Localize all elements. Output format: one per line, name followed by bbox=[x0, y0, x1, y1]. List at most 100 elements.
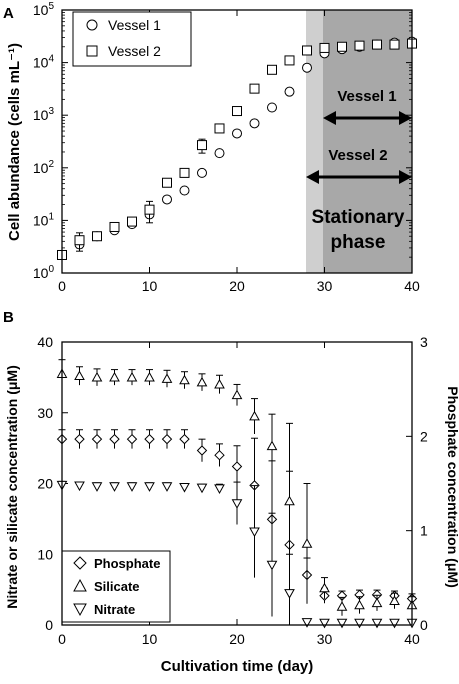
y-tick-base: 10 bbox=[33, 2, 49, 18]
x-tick-label: 30 bbox=[317, 631, 333, 647]
data-point-nitrate bbox=[179, 482, 190, 493]
x-tick-label: 0 bbox=[58, 278, 66, 294]
legend-marker-nitrate bbox=[73, 603, 87, 617]
data-point-silicate bbox=[284, 495, 295, 506]
data-point-silicate bbox=[161, 373, 173, 383]
y-tick-exponent: 2 bbox=[48, 159, 54, 170]
legend-label-phosphate: Phosphate bbox=[94, 556, 160, 571]
data-point-vessel-2 bbox=[109, 221, 120, 232]
data-point-nitrate bbox=[144, 482, 155, 492]
data-point-vessel-2 bbox=[302, 45, 312, 56]
data-point-nitrate bbox=[231, 499, 243, 509]
data-point-vessel-1 bbox=[232, 128, 242, 139]
data-point-silicate bbox=[179, 374, 190, 385]
data-point-phosphate bbox=[91, 433, 103, 445]
panel-a-y-axis-label: Cell abundance (cells mL⁻¹) bbox=[6, 43, 23, 241]
data-point-silicate bbox=[354, 599, 365, 610]
data-point-silicate bbox=[144, 371, 155, 382]
y-tick-label: 103 bbox=[33, 106, 55, 123]
data-point-vessel-2 bbox=[92, 231, 102, 242]
legend-marker-silicate bbox=[73, 578, 87, 592]
y-tick-label: 105 bbox=[33, 1, 55, 18]
y-tick-base: 10 bbox=[33, 265, 49, 281]
stationary-phase-label-line1: Stationary bbox=[312, 207, 405, 228]
data-point-silicate bbox=[109, 371, 120, 382]
data-point-vessel-2 bbox=[389, 39, 400, 50]
legend-label-vessel2: Vessel 2 bbox=[108, 43, 161, 59]
data-point-nitrate bbox=[371, 618, 383, 629]
y-left-tick-label: 30 bbox=[37, 405, 53, 421]
data-point-silicate bbox=[231, 389, 243, 400]
y-tick-exponent: 5 bbox=[48, 1, 54, 12]
data-point-nitrate bbox=[74, 481, 85, 492]
data-point-nitrate bbox=[389, 618, 400, 629]
legend-marker-phosphate bbox=[73, 556, 87, 570]
vessel1-annotation-label: Vessel 1 bbox=[337, 88, 396, 105]
x-tick-label: 30 bbox=[317, 278, 333, 294]
data-point-nitrate bbox=[266, 560, 278, 571]
data-point-silicate bbox=[389, 595, 400, 606]
data-point-nitrate bbox=[161, 482, 173, 492]
y-right-tick-label: 0 bbox=[420, 617, 428, 633]
data-point-nitrate bbox=[284, 589, 295, 599]
y-tick-base: 10 bbox=[33, 212, 49, 228]
data-point-vessel-1 bbox=[197, 167, 207, 178]
y-left-tick-label: 40 bbox=[37, 334, 53, 350]
y-tick-label: 104 bbox=[33, 54, 55, 71]
y-right-tick-label: 2 bbox=[420, 428, 428, 444]
data-point-phosphate bbox=[126, 433, 138, 445]
data-point-vessel-2 bbox=[267, 64, 277, 75]
x-tick-label: 20 bbox=[229, 631, 245, 647]
data-point-vessel-2 bbox=[284, 55, 295, 66]
vessel1-arrow-right-head bbox=[399, 111, 412, 125]
data-point-phosphate bbox=[196, 445, 208, 456]
vessel2-arrow-right-head bbox=[399, 170, 412, 184]
y-tick-base: 10 bbox=[33, 107, 49, 123]
data-point-vessel-2 bbox=[162, 177, 172, 188]
panel-b-right-y-axis-label: Phosphate concentration (μM) bbox=[445, 386, 459, 587]
y-tick-base: 10 bbox=[33, 55, 49, 71]
panel-a-label: A bbox=[3, 5, 14, 22]
data-point-vessel-1 bbox=[162, 194, 172, 205]
data-point-phosphate bbox=[179, 433, 190, 445]
panel-b-label: B bbox=[3, 309, 14, 326]
legend-marker-vessel2 bbox=[86, 45, 98, 57]
data-point-vessel-2 bbox=[74, 235, 85, 246]
y-tick-exponent: 3 bbox=[48, 106, 54, 117]
data-point-phosphate bbox=[214, 449, 225, 461]
x-tick-label: 0 bbox=[58, 631, 66, 647]
data-point-silicate bbox=[196, 376, 208, 387]
data-point-vessel-2 bbox=[337, 41, 347, 52]
data-point-silicate bbox=[91, 371, 103, 382]
panel-a-legend: Vessel 1 Vessel 2 bbox=[72, 11, 192, 67]
data-point-silicate bbox=[214, 378, 225, 389]
data-point-silicate bbox=[336, 601, 348, 611]
legend-marker-vessel1 bbox=[86, 19, 98, 31]
data-point-nitrate bbox=[126, 482, 138, 492]
y-left-tick-label: 20 bbox=[37, 476, 53, 492]
y-tick-exponent: 1 bbox=[48, 211, 54, 222]
legend-label-silicate: Silicate bbox=[94, 579, 140, 594]
data-point-nitrate bbox=[336, 618, 348, 629]
data-point-vessel-2 bbox=[127, 216, 137, 227]
data-point-nitrate bbox=[301, 618, 313, 628]
y-left-tick-label: 0 bbox=[45, 617, 53, 633]
panel-b-data-points bbox=[56, 359, 418, 629]
vessel1-arrow-left-head bbox=[323, 111, 336, 125]
panel-b-x-axis-label: Cultivation time (day) bbox=[161, 658, 314, 675]
data-point-vessel-1 bbox=[267, 102, 277, 113]
data-point-nitrate bbox=[319, 618, 330, 629]
x-tick-label: 40 bbox=[404, 631, 420, 647]
data-point-silicate bbox=[249, 410, 260, 421]
data-point-vessel-2 bbox=[179, 167, 190, 178]
legend-label-vessel1: Vessel 1 bbox=[108, 17, 161, 33]
y-tick-label: 101 bbox=[33, 211, 55, 228]
data-point-vessel-1 bbox=[284, 86, 295, 97]
data-point-vessel-2 bbox=[372, 39, 382, 50]
y-tick-label: 102 bbox=[33, 159, 55, 176]
data-point-phosphate bbox=[109, 433, 120, 445]
vessel2-arrow-left-head bbox=[306, 170, 319, 184]
data-point-vessel-1 bbox=[249, 118, 260, 129]
